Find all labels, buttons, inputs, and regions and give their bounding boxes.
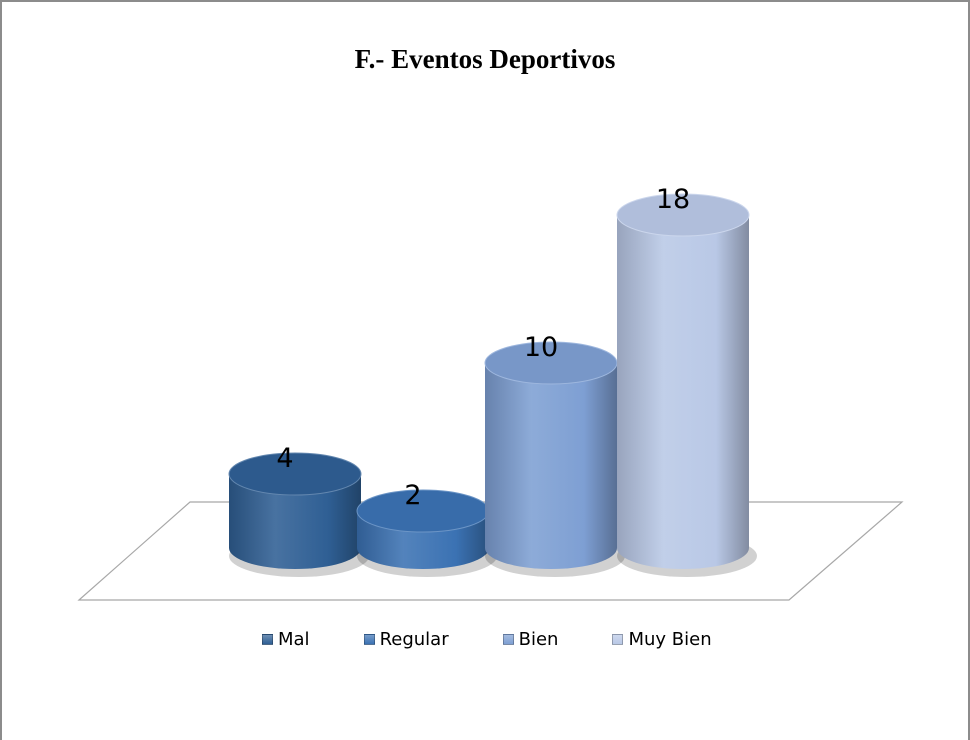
legend-label: Bien [518,629,559,650]
legend-label: Regular [379,629,449,650]
legend-label: Muy Bien [628,629,712,650]
legend-item-bien: Bien [502,629,559,650]
bar-bien [484,341,625,577]
data-label-bien: 10 [524,332,558,363]
legend-swatch [363,634,375,645]
data-label-regular: 2 [404,480,421,511]
legend-swatch [262,634,273,645]
bar-mal [228,452,369,577]
bar-body [485,363,617,569]
bar-regular [356,489,497,577]
legend-item-regular: Regular [363,629,449,650]
legend-label: Mal [278,629,310,650]
chart-title: F.- Eventos Deportivos [354,44,616,74]
bar-body [617,215,749,569]
bar-top [616,193,750,237]
data-label-mal: 4 [276,443,293,474]
legend-swatch [612,634,624,645]
bar-body [229,474,361,569]
legend-swatch [502,634,514,645]
bar-top [356,489,490,533]
legend-item-muy-bien: Muy Bien [612,629,712,650]
bar-muy-bien [616,193,757,577]
chart-legend: Mal Regular Bien Muy Bien [262,629,712,650]
data-label-muy-bien: 18 [656,184,690,215]
legend-item-mal: Mal [262,629,310,650]
bar-top [228,452,362,496]
